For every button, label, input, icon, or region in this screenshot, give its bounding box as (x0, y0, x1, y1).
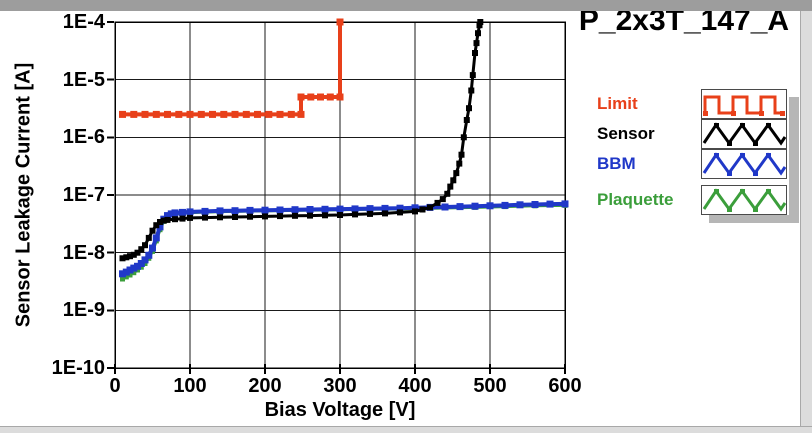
legend-swatch-limit[interactable] (701, 89, 787, 119)
triangle-wave-icon (702, 152, 786, 176)
legend-swatch-plaquette[interactable] (701, 185, 787, 215)
series-markers-bbm (119, 200, 569, 278)
y-tick-label: 1E-5 (62, 68, 105, 91)
x-tick-label: 400 (398, 375, 432, 397)
window-right-edge (800, 0, 812, 433)
y-tick-label: 1E-4 (62, 11, 105, 33)
x-tick-label: 200 (248, 375, 282, 397)
y-tick-label: 1E-7 (62, 184, 105, 206)
y-tick-label: 1E-8 (62, 241, 105, 264)
series-line-limit (122, 22, 342, 117)
x-tick-label: 300 (323, 375, 357, 397)
x-tick-label: 600 (548, 375, 582, 397)
series-markers-limit (119, 18, 344, 118)
y-tick-label: 1E-10 (51, 357, 105, 379)
x-tick-label: 500 (473, 375, 507, 397)
legend-swatch-bbm[interactable] (701, 149, 787, 179)
triangle-wave-icon (702, 122, 786, 146)
x-tick-label: 100 (173, 375, 207, 397)
legend-swatch-sensor[interactable] (701, 119, 787, 149)
y-tick-label: 1E-6 (62, 126, 105, 149)
y-tick-label: 1E-9 (62, 299, 105, 322)
triangle-wave-icon (702, 188, 786, 212)
square-wave-icon (703, 95, 785, 116)
window-bottom-edge (0, 426, 812, 433)
window-top-edge (0, 0, 812, 11)
series-line-sensor (122, 21, 482, 260)
legend-row-limit: Limit (597, 89, 792, 119)
series-markers-sensor (119, 19, 484, 262)
x-axis-title: Bias Voltage [V] (264, 399, 416, 421)
legend-shadow (709, 215, 799, 223)
legend-shadow (789, 97, 799, 223)
x-tick-label: 0 (109, 375, 121, 397)
